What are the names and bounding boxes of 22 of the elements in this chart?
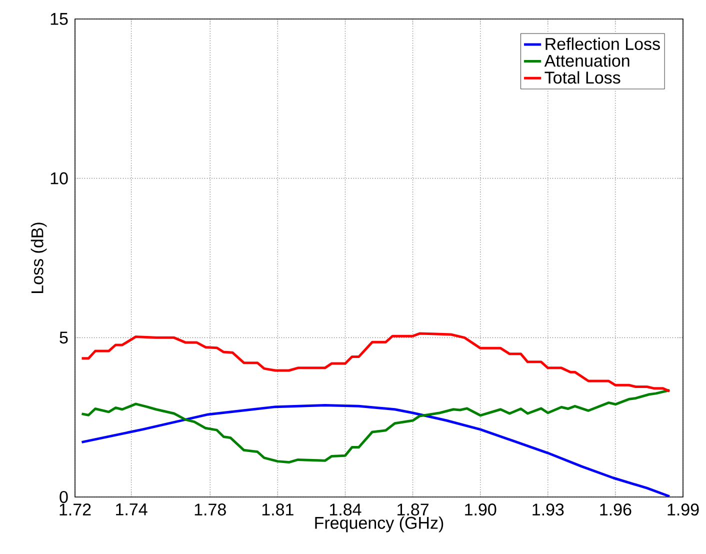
x-tick-label: 1.81 xyxy=(262,504,294,516)
y-axis-title: Loss (dB) xyxy=(30,222,47,293)
x-axis-title: Frequency (GHz) xyxy=(315,516,444,532)
line-series xyxy=(80,404,671,497)
y-tick-label: 15 xyxy=(50,13,68,25)
line-series xyxy=(80,388,671,464)
y-tick-label: 5 xyxy=(60,332,68,344)
x-tick-label: 1.90 xyxy=(465,504,496,516)
x-tick-label: 1.87 xyxy=(398,504,428,516)
y-tick-label: 0 xyxy=(60,490,68,504)
legend-label: Reflection Loss xyxy=(546,38,660,50)
x-tick-label: 1.99 xyxy=(668,504,699,516)
x-tick-label: 1.96 xyxy=(600,504,632,516)
legend-label: Attenuation xyxy=(544,54,630,67)
x-tick-label: 1.72 xyxy=(60,504,91,516)
legend-label: Total Loss xyxy=(544,71,620,84)
x-tick-label: 1.84 xyxy=(330,504,362,516)
line-series xyxy=(80,332,671,392)
y-tick-label: 10 xyxy=(50,172,68,184)
x-tick-label: 1.93 xyxy=(532,504,564,516)
x-tick-label: 1.78 xyxy=(194,504,226,516)
x-tick-label: 1.74 xyxy=(116,504,148,516)
